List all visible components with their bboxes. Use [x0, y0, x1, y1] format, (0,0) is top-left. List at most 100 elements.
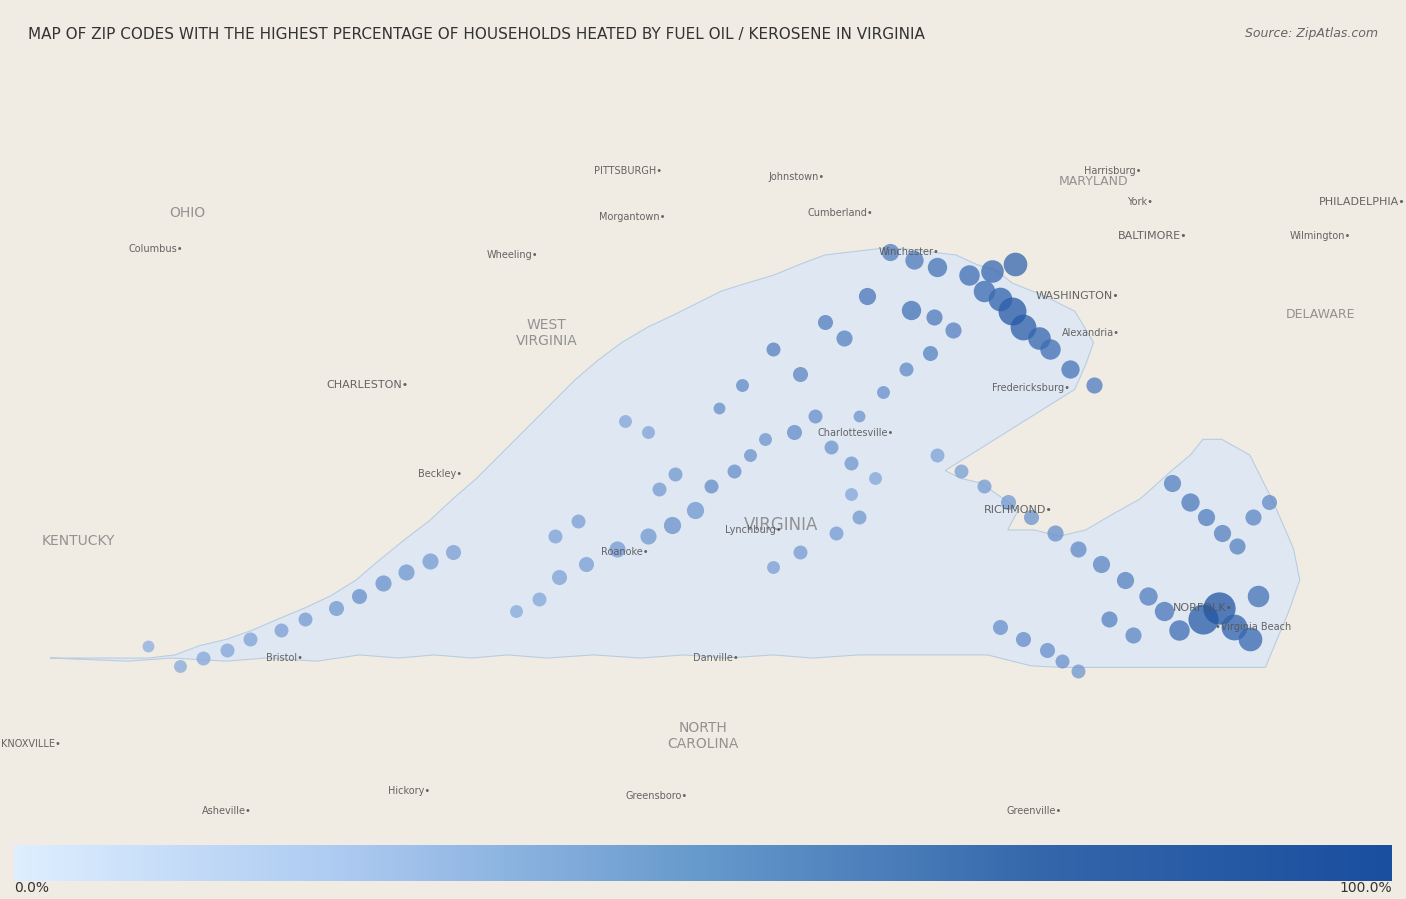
Point	[648, 482, 671, 496]
Point	[872, 386, 894, 400]
Point	[543, 529, 565, 543]
Point	[683, 503, 706, 517]
Point	[957, 268, 980, 282]
Point	[949, 463, 972, 477]
Text: Morgantown•: Morgantown•	[599, 212, 666, 222]
Text: NORFOLK•: NORFOLK•	[1173, 603, 1233, 613]
Text: WASHINGTON•: WASHINGTON•	[1036, 290, 1119, 300]
Point	[903, 253, 925, 267]
Point	[981, 263, 1004, 278]
Text: Alexandria•: Alexandria•	[1062, 328, 1119, 338]
Point	[973, 284, 995, 298]
Text: Danville•: Danville•	[693, 653, 738, 663]
Point	[1257, 494, 1279, 509]
Point	[814, 315, 837, 329]
Point	[567, 513, 589, 528]
Point	[1211, 526, 1233, 540]
Point	[637, 424, 659, 439]
Point	[900, 302, 922, 316]
Text: 0.0%: 0.0%	[14, 880, 49, 895]
Point	[215, 643, 238, 657]
Point	[894, 361, 917, 376]
Text: Greensboro•: Greensboro•	[626, 790, 688, 800]
Point	[1153, 604, 1175, 619]
Point	[1114, 573, 1136, 587]
Text: Hickory•: Hickory•	[388, 786, 430, 796]
Text: Fredericksburg•: Fredericksburg•	[993, 383, 1070, 393]
Point	[1067, 541, 1090, 556]
Point	[731, 378, 754, 392]
Text: 100.0%: 100.0%	[1340, 880, 1392, 895]
Point	[927, 261, 949, 275]
Point	[1239, 632, 1261, 646]
Text: Wheeling•: Wheeling•	[486, 250, 538, 260]
Text: Lynchburg•: Lynchburg•	[724, 525, 782, 535]
Point	[789, 545, 811, 559]
Text: Charlottesville•: Charlottesville•	[818, 428, 894, 438]
Point	[1012, 632, 1035, 646]
Point	[988, 619, 1011, 634]
Point	[824, 526, 846, 540]
Point	[441, 545, 464, 559]
Point	[1122, 628, 1144, 642]
Point	[294, 612, 316, 627]
Point	[922, 310, 945, 325]
Point	[1192, 612, 1215, 627]
Text: KENTUCKY: KENTUCKY	[41, 534, 115, 547]
Text: RICHMOND•: RICHMOND•	[984, 504, 1053, 514]
Text: MARYLAND: MARYLAND	[1059, 175, 1129, 188]
Point	[863, 471, 886, 485]
Point	[1039, 342, 1062, 356]
Text: MAP OF ZIP CODES WITH THE HIGHEST PERCENTAGE OF HOUSEHOLDS HEATED BY FUEL OIL / : MAP OF ZIP CODES WITH THE HIGHEST PERCEN…	[28, 27, 925, 42]
Point	[664, 467, 686, 481]
Text: Wilmington•: Wilmington•	[1289, 231, 1351, 241]
Point	[1226, 539, 1249, 553]
Point	[575, 557, 598, 572]
Text: Asheville•: Asheville•	[201, 806, 252, 816]
Point	[856, 289, 879, 303]
Point	[841, 487, 863, 502]
Point	[762, 560, 785, 574]
Text: Johnstown•: Johnstown•	[769, 172, 825, 182]
Point	[832, 331, 855, 345]
Point	[191, 651, 214, 665]
Point	[879, 245, 901, 259]
Point	[782, 424, 804, 439]
Point	[804, 409, 827, 423]
Text: PHILADELPHIA•: PHILADELPHIA•	[1319, 197, 1406, 207]
Point	[841, 456, 863, 470]
Point	[1195, 511, 1218, 525]
Text: Roanoke•: Roanoke•	[602, 547, 648, 556]
Point	[762, 342, 785, 356]
Point	[527, 592, 550, 606]
Text: Cumberland•: Cumberland•	[807, 208, 873, 218]
Text: KNOXVILLE•: KNOXVILLE•	[1, 739, 62, 749]
Point	[395, 565, 418, 579]
Point	[988, 291, 1011, 306]
Point	[820, 440, 842, 454]
Point	[1035, 643, 1057, 657]
Point	[1043, 526, 1066, 540]
Text: Beckley•: Beckley•	[419, 468, 463, 478]
Point	[1098, 612, 1121, 627]
Point	[1004, 257, 1026, 271]
Point	[1059, 361, 1081, 376]
Point	[1083, 378, 1105, 392]
Text: Columbus•: Columbus•	[129, 244, 184, 254]
Point	[1012, 320, 1035, 334]
Point	[1001, 304, 1024, 318]
Point	[505, 604, 527, 619]
Point	[973, 479, 995, 494]
Text: NORTH
CAROLINA: NORTH CAROLINA	[668, 721, 738, 752]
Point	[1052, 654, 1074, 668]
Point	[848, 409, 870, 423]
Point	[927, 448, 949, 462]
Point	[1028, 331, 1050, 345]
Point	[738, 448, 761, 462]
Text: Winchester•: Winchester•	[879, 247, 939, 257]
Text: PITTSBURGH•: PITTSBURGH•	[593, 165, 662, 175]
Point	[548, 570, 571, 584]
Text: •Virginia Beach: •Virginia Beach	[1215, 622, 1291, 632]
Point	[1019, 511, 1042, 525]
Point	[1208, 601, 1230, 615]
